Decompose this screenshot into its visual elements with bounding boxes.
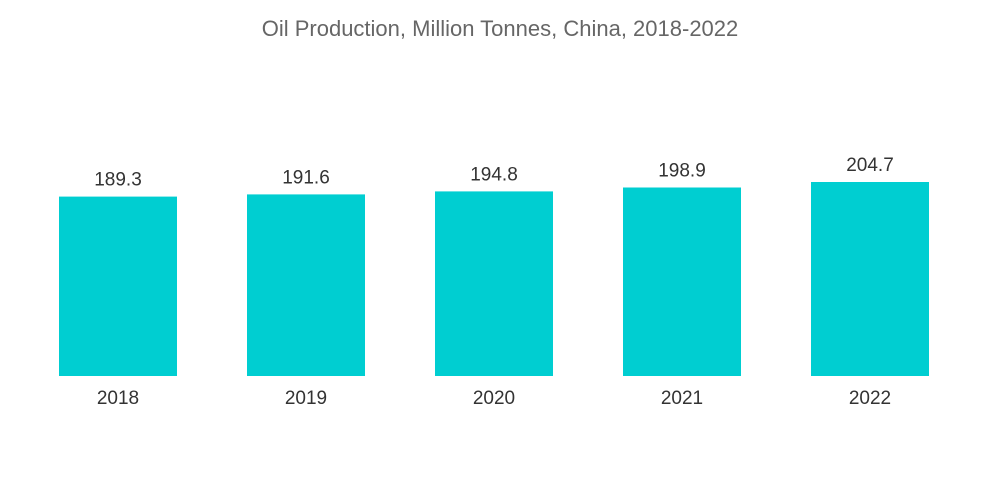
category-label-2020: 2020 — [473, 388, 515, 409]
bar-2022 — [811, 182, 929, 376]
category-label-2021: 2021 — [661, 388, 703, 409]
category-label-2019: 2019 — [285, 388, 327, 409]
value-label-2020: 194.8 — [470, 164, 518, 185]
chart-title: Oil Production, Million Tonnes, China, 2… — [261, 16, 739, 41]
bar-2020 — [435, 191, 553, 376]
bar-2021 — [623, 187, 741, 376]
value-label-2021: 198.9 — [658, 161, 706, 182]
value-label-2022: 204.7 — [846, 155, 894, 176]
bar-2019 — [247, 194, 365, 376]
value-label-2019: 191.6 — [282, 167, 330, 188]
category-label-2018: 2018 — [97, 388, 139, 409]
bar-2018 — [59, 196, 177, 376]
value-label-2018: 189.3 — [94, 170, 142, 191]
category-label-2022: 2022 — [849, 388, 891, 409]
